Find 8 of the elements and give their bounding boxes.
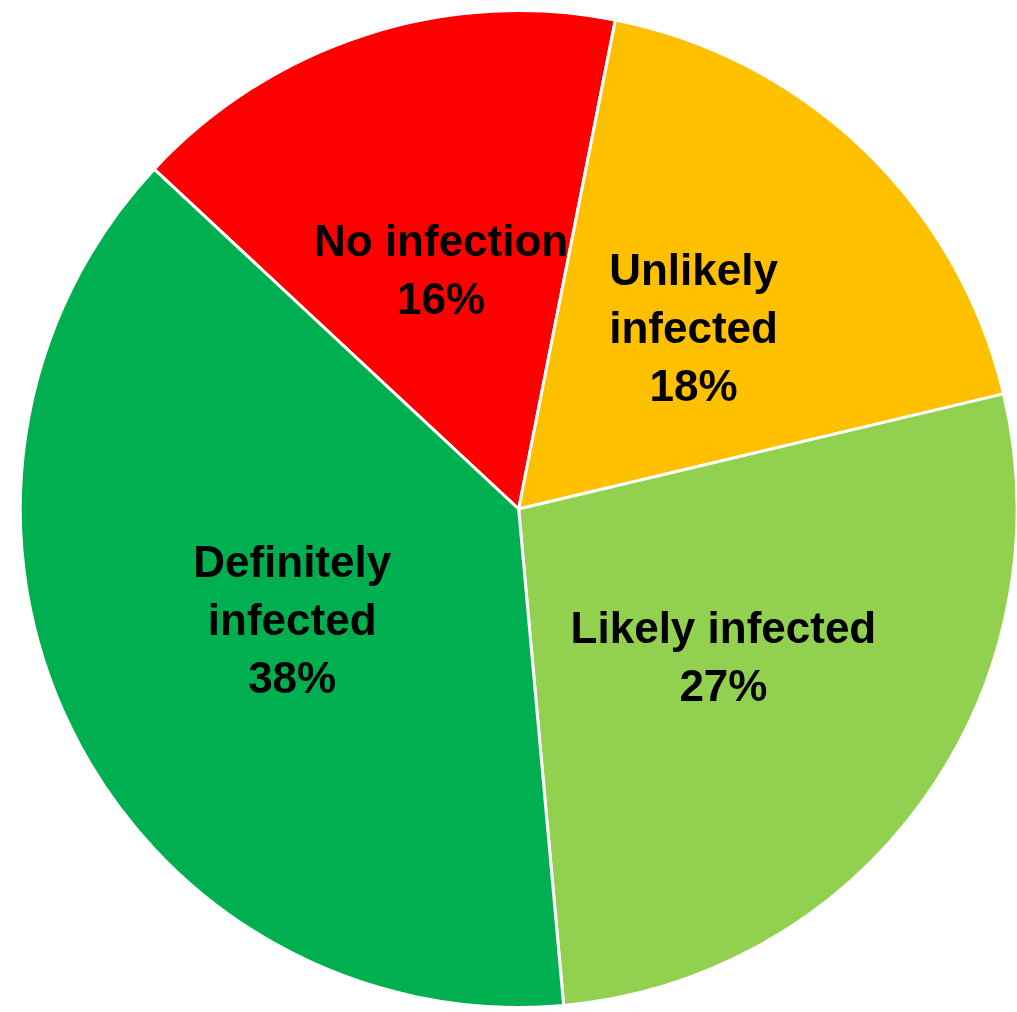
data-label: 38% <box>248 653 337 703</box>
slice-label: Definitely infected <box>193 537 392 645</box>
slice-label: Likely infected <box>570 602 877 652</box>
slice-label: Unlikely infected <box>609 244 779 352</box>
slice-label: No infection <box>314 215 569 265</box>
data-label: 27% <box>679 660 768 710</box>
data-label: 16% <box>397 273 486 323</box>
data-label: 18% <box>649 360 738 410</box>
